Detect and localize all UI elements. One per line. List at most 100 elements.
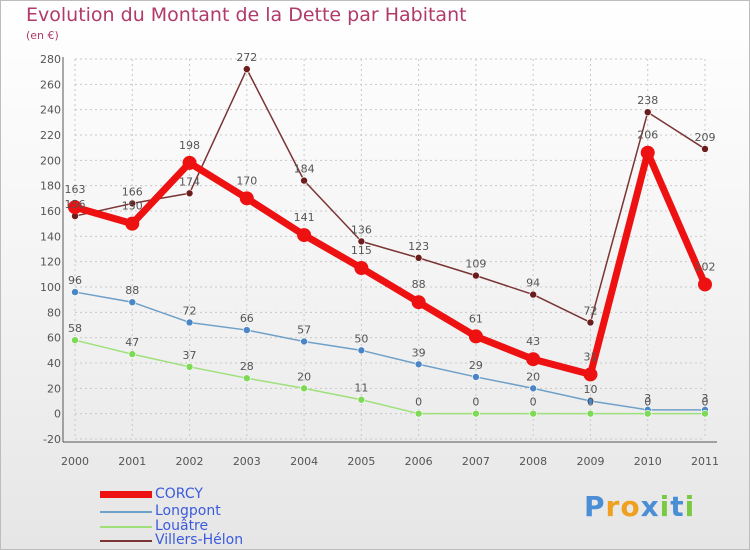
data-label-corcy: 102 <box>695 260 716 273</box>
data-label-corcy: 61 <box>469 312 483 325</box>
data-point-longpont <box>357 346 366 355</box>
data-point-villers-h-lon <box>701 145 709 153</box>
y-tick-label: 60 <box>47 332 61 345</box>
data-point-villers-h-lon <box>472 271 480 280</box>
data-point-lou-tre <box>185 362 194 371</box>
data-label-lou-tre: 0 <box>702 396 709 409</box>
data-label-corcy: 115 <box>351 244 372 257</box>
x-tick-label: 2003 <box>233 455 261 468</box>
data-point-longpont <box>128 298 137 307</box>
y-tick-label: 140 <box>40 230 61 243</box>
data-point-lou-tre <box>243 374 251 383</box>
data-label-villers-h-lon: 109 <box>465 258 486 271</box>
data-point-longpont <box>586 397 595 405</box>
y-tick-label: 220 <box>40 129 61 142</box>
data-label-corcy: 198 <box>179 139 200 152</box>
data-label-corcy: 141 <box>294 211 315 224</box>
data-label-corcy: 88 <box>412 278 426 291</box>
data-point-corcy <box>68 200 82 215</box>
y-tick-label: 120 <box>40 256 61 269</box>
x-tick-label: 2001 <box>118 455 146 468</box>
logo-letter: x <box>640 490 660 523</box>
y-tick-label: 180 <box>40 180 61 193</box>
y-tick-label: -20 <box>43 433 61 446</box>
data-label-corcy: 31 <box>583 350 597 363</box>
data-label-villers-h-lon: 184 <box>294 163 315 176</box>
data-point-longpont <box>300 337 308 346</box>
data-point-corcy <box>583 367 598 382</box>
x-tick-label: 2009 <box>576 455 604 468</box>
data-point-longpont <box>414 360 423 369</box>
data-point-lou-tre <box>414 409 423 418</box>
data-label-lou-tre: 0 <box>530 396 537 409</box>
legend-swatch-corcy <box>100 491 152 498</box>
data-label-corcy: 206 <box>637 129 658 142</box>
data-label-lou-tre: 0 <box>472 396 479 409</box>
data-label-longpont: 39 <box>412 346 426 359</box>
data-point-villers-h-lon <box>128 199 137 208</box>
data-label-lou-tre: 11 <box>354 382 368 395</box>
data-point-corcy <box>354 261 369 275</box>
data-label-longpont: 10 <box>583 383 597 396</box>
data-label-lou-tre: 37 <box>183 349 197 362</box>
data-point-lou-tre <box>128 350 137 358</box>
legend-label-louatre: Louâtre <box>155 518 209 534</box>
y-tick-label: 40 <box>47 357 61 370</box>
data-label-villers-h-lon: 94 <box>526 277 540 290</box>
x-tick-label: 2002 <box>176 455 204 468</box>
x-tick-label: 2011 <box>691 455 719 468</box>
legend-swatch-louatre <box>100 526 152 528</box>
data-label-villers-h-lon: 238 <box>637 94 658 107</box>
legend-label-longpont: Longpont <box>155 503 221 519</box>
y-tick-label: 20 <box>47 382 61 395</box>
data-label-lou-tre: 0 <box>644 396 651 409</box>
data-point-longpont <box>185 318 194 327</box>
data-point-corcy <box>526 352 541 367</box>
series-line-lou-tre <box>74 339 706 415</box>
x-tick-label: 2008 <box>519 455 547 468</box>
series-line-corcy <box>71 149 709 378</box>
y-tick-label: 260 <box>40 78 61 91</box>
data-label-lou-tre: 0 <box>587 396 594 409</box>
data-point-villers-h-lon <box>586 318 595 327</box>
data-point-villers-h-lon <box>529 290 537 299</box>
data-point-corcy <box>125 216 140 231</box>
data-label-lou-tre: 20 <box>297 370 311 383</box>
chart-title: Evolution du Montant de la Dette par Hab… <box>26 4 467 26</box>
data-label-villers-h-lon: 156 <box>65 198 86 211</box>
data-label-longpont: 66 <box>240 312 254 325</box>
data-label-lou-tre: 0 <box>415 396 422 409</box>
data-point-corcy <box>411 295 426 310</box>
legend-swatch-longpont <box>100 511 152 513</box>
data-point-lou-tre <box>529 409 537 418</box>
data-point-villers-h-lon <box>643 108 652 116</box>
data-label-villers-h-lon: 166 <box>122 185 143 198</box>
data-label-villers-h-lon: 174 <box>179 175 200 188</box>
data-point-lou-tre <box>643 409 652 418</box>
y-tick-label: 100 <box>40 281 61 294</box>
data-label-longpont: 3 <box>644 392 651 405</box>
data-label-villers-h-lon: 72 <box>583 304 597 317</box>
data-point-corcy <box>640 145 655 160</box>
data-label-longpont: 3 <box>702 392 709 405</box>
logo-letter: o <box>620 490 641 523</box>
x-tick-label: 2007 <box>462 455 490 468</box>
legend-label-corcy: CORCY <box>155 486 203 502</box>
x-tick-label: 2000 <box>61 455 89 468</box>
legend-label-villers-helon: Villers-Hélon <box>155 532 244 548</box>
data-point-lou-tre <box>300 384 308 393</box>
x-tick-label: 2010 <box>634 455 662 468</box>
proxiti-logo: Proxiti <box>584 490 695 523</box>
data-point-corcy <box>468 329 483 344</box>
data-point-lou-tre <box>71 336 79 345</box>
series-line-villers-h-lon <box>74 68 706 324</box>
data-point-corcy <box>182 155 197 170</box>
y-tick-label: 240 <box>40 104 61 117</box>
data-point-longpont <box>243 326 251 334</box>
data-label-villers-h-lon: 123 <box>408 240 429 253</box>
data-label-longpont: 50 <box>354 332 368 345</box>
data-point-corcy <box>698 277 712 292</box>
data-label-villers-h-lon: 209 <box>695 131 716 144</box>
data-label-longpont: 88 <box>125 284 139 297</box>
x-tick-label: 2005 <box>347 455 375 468</box>
